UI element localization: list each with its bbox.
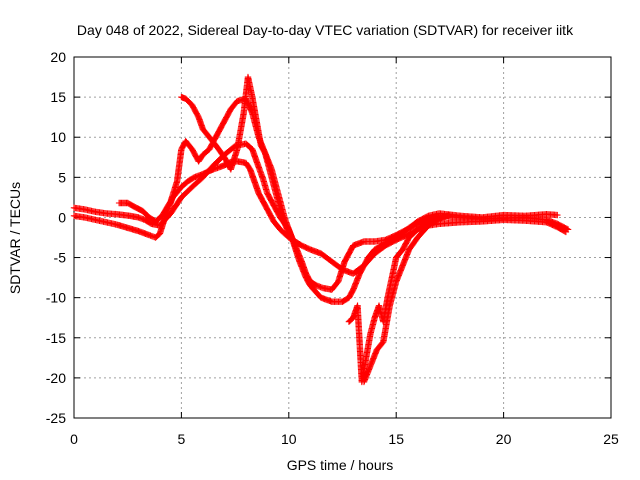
series-track-d bbox=[178, 73, 292, 237]
y-axis-label: SDTVAR / TECUs bbox=[7, 182, 23, 294]
series-track-c bbox=[115, 95, 561, 305]
y-tick-label: 10 bbox=[50, 129, 66, 145]
x-tick-label: 10 bbox=[281, 431, 297, 447]
x-tick-label: 20 bbox=[496, 431, 512, 447]
y-tick-label: -10 bbox=[46, 290, 66, 306]
chart-title: Day 048 of 2022, Sidereal Day-to-day VTE… bbox=[77, 22, 574, 38]
x-tick-label: 0 bbox=[70, 431, 78, 447]
plot-frame bbox=[73, 56, 612, 419]
y-tick-label: -25 bbox=[46, 410, 66, 426]
x-axis-label: GPS time / hours bbox=[287, 457, 394, 473]
y-tick-label: -5 bbox=[54, 250, 67, 266]
y-tick-label: -15 bbox=[46, 330, 66, 346]
x-tick-label: 5 bbox=[178, 431, 186, 447]
y-tick-label: -20 bbox=[46, 370, 66, 386]
y-tick-label: 5 bbox=[58, 169, 66, 185]
x-tick-label: 15 bbox=[388, 431, 404, 447]
data-point-marker bbox=[563, 225, 571, 233]
x-axis-ticks: 0 5 10 15 20 25 bbox=[70, 57, 619, 447]
x-tick-label: 25 bbox=[603, 431, 619, 447]
data-point-marker bbox=[554, 211, 561, 219]
series-track-a bbox=[70, 158, 570, 277]
y-tick-label: 20 bbox=[50, 49, 66, 65]
data-point-marker bbox=[446, 211, 454, 219]
y-tick-label: 0 bbox=[58, 209, 66, 225]
y-axis-ticks: -25 -20 -15 -10 -5 0 5 10 15 20 bbox=[46, 49, 611, 426]
data-point-marker bbox=[285, 230, 292, 237]
data-point-marker bbox=[564, 226, 572, 233]
y-tick-label: 15 bbox=[50, 89, 66, 105]
series-track-f bbox=[360, 211, 454, 386]
data-points bbox=[70, 73, 572, 386]
